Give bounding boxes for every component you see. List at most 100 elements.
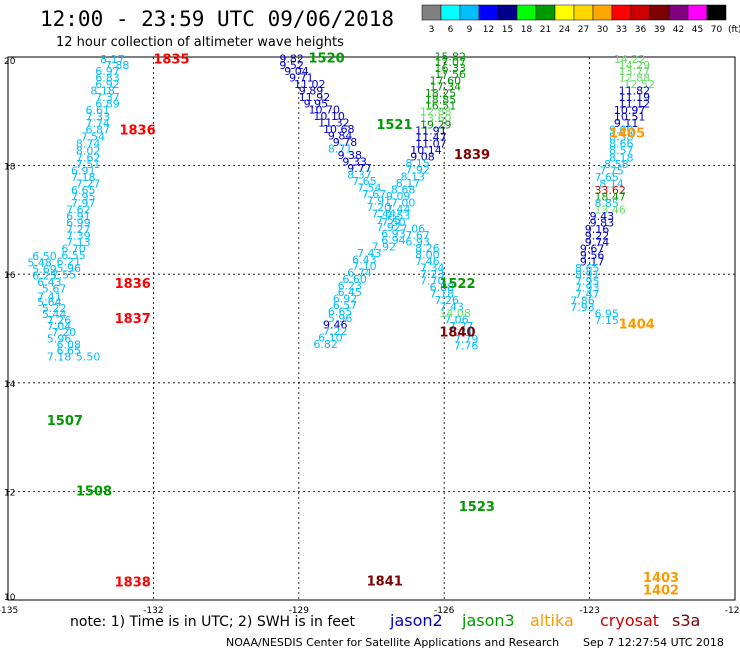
wave-height-value: 6.65	[71, 184, 96, 197]
wave-height-value: 7.00	[391, 196, 416, 209]
pass-time-label: 1404	[619, 318, 655, 333]
wave-height-value: 7.20	[367, 201, 392, 214]
wave-height-value: 9.46	[323, 319, 348, 332]
wave-height-value: 6.45	[338, 286, 363, 299]
legend-swatch	[573, 4, 594, 21]
wave-height-value: 5.64	[37, 296, 62, 309]
wave-height-value: 7.67	[362, 188, 387, 201]
legend-swatch	[687, 4, 708, 21]
x-tick-label: -135	[0, 606, 18, 616]
wave-height-value: 8.18	[609, 151, 634, 164]
legend-label: 39	[654, 25, 666, 35]
wave-height-value: 5.96	[56, 262, 81, 275]
wave-height-value: 9.89	[299, 84, 324, 97]
x-tick-label: -123	[579, 606, 599, 616]
wave-height-value: 33.62	[594, 184, 626, 197]
pass-time-label: 1841	[367, 574, 403, 589]
wave-height-value: 8.71	[328, 143, 353, 156]
wave-height-value: 8.91	[575, 269, 600, 282]
wave-height-value: 9.78	[333, 136, 358, 149]
wave-height-value: 9.56	[580, 249, 605, 262]
legend-swatch	[459, 4, 480, 21]
wave-height-value: 15.82	[435, 50, 467, 63]
legend-label: 15	[502, 25, 513, 35]
wave-height-value: 10.51	[614, 111, 646, 124]
wave-height-value: 11.07	[415, 138, 447, 151]
wave-height-value: 6.92	[333, 292, 358, 305]
pass-time-label: 1402	[643, 584, 679, 599]
wave-height-value: 14.22	[614, 53, 646, 66]
wave-height-value: 8.00	[415, 248, 440, 261]
wave-height-value: 7.44	[386, 203, 411, 216]
wave-height-value: 6.25	[32, 270, 57, 283]
wave-height-value: 7.86	[570, 295, 595, 308]
legend-label: 33	[616, 25, 627, 35]
legend-label: 70	[711, 25, 723, 35]
wave-height-value: 10.97	[614, 104, 646, 117]
satellite-name: jason2	[389, 611, 443, 630]
wave-height-value: 7.53	[386, 209, 411, 222]
wave-height-value: 7.47	[575, 288, 600, 301]
wave-height-value: 7.79	[454, 333, 479, 346]
wave-height-value: 7.55	[376, 214, 401, 227]
wave-height-value: 7.27	[449, 320, 474, 333]
wave-height-value: 7.18	[71, 171, 96, 184]
wave-height-value: 8.18	[90, 84, 115, 97]
wave-height-value: 6.57	[333, 299, 358, 312]
wave-height-value: 8.74	[76, 138, 101, 151]
wave-height-value: 6.94	[381, 234, 406, 247]
wave-height-value: 10.68	[323, 123, 355, 136]
wave-height-value: 7.70	[420, 275, 445, 288]
wave-height-value: 9.77	[347, 162, 372, 175]
wave-height-value: 7.88	[105, 59, 130, 72]
wave-height-value: 12.88	[619, 71, 651, 84]
wave-height-value: 9.11	[614, 117, 639, 130]
wave-height-value: 7.95	[71, 190, 96, 203]
satellite-name: s3a	[672, 611, 700, 630]
y-tick-label: 20	[4, 57, 16, 67]
wave-height-value: 16.51	[425, 100, 457, 113]
wave-height-value: 7.74	[86, 117, 111, 130]
legend-swatch	[592, 4, 613, 21]
chart-title: 12:00 - 23:59 UTC 09/06/2018	[40, 7, 394, 31]
wave-height-value: 7.41	[37, 290, 62, 303]
wave-height-value: 9.04	[284, 65, 309, 78]
wave-height-value: 5.67	[42, 283, 67, 296]
wave-height-value: 7.76	[454, 340, 479, 353]
legend-swatch	[478, 4, 499, 21]
pass-time-label: 1403	[643, 571, 679, 586]
wave-height-value: 7.22	[323, 325, 348, 338]
wave-height-value: 6.43	[37, 276, 62, 289]
wave-height-value: 5.96	[47, 333, 71, 346]
wave-height-value: 7.27	[66, 223, 91, 236]
legend-swatch	[554, 4, 575, 21]
wave-height-value: 7.97	[71, 197, 96, 210]
wave-height-value: 7.20	[52, 326, 76, 339]
legend-label: 27	[578, 25, 589, 35]
legend-unit: (ft)	[728, 25, 740, 35]
wave-height-value: 7.43	[357, 247, 382, 260]
satellite-name: cryosat	[600, 611, 659, 630]
wave-height-value: 11.91	[415, 125, 447, 138]
wave-height-value: 7.62	[76, 151, 101, 164]
wave-height-value: 7.13	[66, 236, 91, 249]
wave-height-value: 7.26	[47, 314, 71, 327]
wave-height-value: 6.82	[313, 338, 338, 351]
wave-height-value: 7.92	[376, 221, 401, 234]
legend-swatch	[649, 4, 670, 21]
wave-height-value: 9.84	[328, 130, 353, 143]
wave-height-value: 8.02	[76, 145, 101, 158]
wave-height-value: 6.61	[86, 104, 111, 117]
wave-height-value: 7.91	[367, 195, 392, 208]
wave-height-value: 5.69	[32, 263, 57, 276]
y-tick-label: 18	[4, 163, 16, 173]
wave-height-value: 11.32	[318, 117, 350, 130]
wave-height-value: 7.67	[405, 229, 430, 242]
pass-time-label: 1523	[459, 500, 495, 515]
wave-height-value: 12.88	[420, 106, 452, 119]
wave-height-value: 8.58	[609, 131, 634, 144]
wave-height-value: 6.50	[32, 250, 57, 263]
legend-label: 42	[673, 25, 684, 35]
wave-height-value: 18.85	[425, 94, 457, 107]
